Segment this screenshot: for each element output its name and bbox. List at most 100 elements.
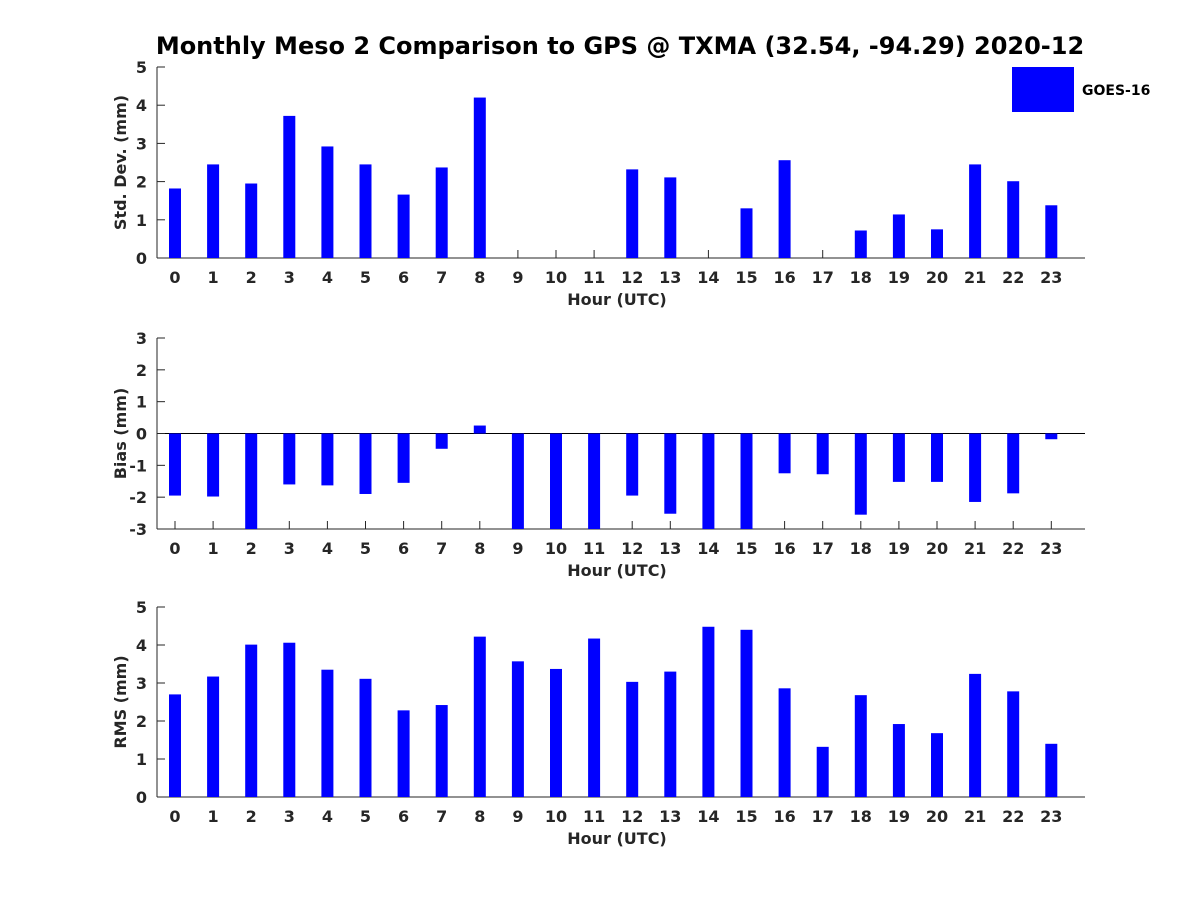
rms-x-axis-label: Hour (UTC) bbox=[567, 829, 667, 848]
rms-x-tick-label: 22 bbox=[1002, 807, 1024, 826]
rms-bar-hour-16 bbox=[778, 688, 791, 797]
std-dev-bar-hour-21 bbox=[969, 164, 982, 258]
rms-x-tick-label: 12 bbox=[621, 807, 643, 826]
bias-bar-hour-2 bbox=[245, 433, 258, 529]
rms-x-tick-label: 10 bbox=[545, 807, 567, 826]
bias-bar-hour-6 bbox=[397, 433, 410, 483]
rms-bar-hour-13 bbox=[664, 671, 677, 797]
std-dev-x-tick-label: 10 bbox=[545, 268, 567, 287]
bias-y-tick-label: 1 bbox=[136, 393, 147, 412]
std-dev-bar-hour-13 bbox=[664, 177, 677, 258]
rms-x-tick-label: 5 bbox=[360, 807, 371, 826]
bias-bar-hour-4 bbox=[321, 433, 334, 486]
std-dev-x-tick-label: 13 bbox=[659, 268, 681, 287]
std-dev-bar-hour-20 bbox=[931, 229, 943, 258]
rms-y-tick-label: 3 bbox=[136, 674, 147, 693]
rms-y-tick-label: 2 bbox=[136, 712, 147, 731]
rms-x-tick-label: 16 bbox=[773, 807, 795, 826]
std-dev-bar-hour-18 bbox=[854, 230, 867, 258]
rms-y-axis-label: RMS (mm) bbox=[111, 655, 130, 748]
std-dev-x-tick-label: 9 bbox=[512, 268, 523, 287]
rms-x-tick-label: 6 bbox=[398, 807, 409, 826]
rms-x-tick-label: 1 bbox=[208, 807, 219, 826]
std-dev-x-tick-label: 3 bbox=[284, 268, 295, 287]
bias-x-tick-label: 8 bbox=[474, 539, 485, 558]
rms-y-tick-label: 0 bbox=[136, 788, 147, 807]
bias-x-tick-label: 14 bbox=[697, 539, 719, 558]
bias-x-tick-label: 16 bbox=[773, 539, 795, 558]
std-dev-x-axis-label: Hour (UTC) bbox=[567, 290, 667, 309]
rms-x-tick-label: 8 bbox=[474, 807, 485, 826]
bias-x-tick-label: 9 bbox=[512, 539, 523, 558]
bias-bar-hour-14 bbox=[702, 433, 715, 529]
std-dev-x-tick-label: 18 bbox=[850, 268, 872, 287]
bias-y-axis-label: Bias (mm) bbox=[111, 388, 130, 480]
std-dev-bar-hour-5 bbox=[359, 164, 372, 258]
rms-bar-hour-3 bbox=[283, 642, 296, 797]
rms-y-tick-label: 4 bbox=[136, 636, 147, 655]
rms-bar-hour-12 bbox=[626, 681, 639, 797]
rms-x-tick-label: 19 bbox=[888, 807, 910, 826]
rms-bar-hour-7 bbox=[435, 705, 448, 797]
std-dev-x-tick-label: 22 bbox=[1002, 268, 1024, 287]
std-dev-bar-hour-0 bbox=[169, 188, 181, 258]
std-dev-x-tick-label: 4 bbox=[322, 268, 333, 287]
std-dev-bar-hour-22 bbox=[1007, 181, 1020, 258]
bias-bar-hour-3 bbox=[283, 433, 296, 485]
bias-y-tick-label: -2 bbox=[129, 488, 147, 507]
rms-y-tick-label: 1 bbox=[136, 750, 147, 769]
bias-bar-hour-11 bbox=[588, 433, 601, 529]
rms-x-tick-label: 15 bbox=[735, 807, 757, 826]
bias-x-tick-label: 21 bbox=[964, 539, 986, 558]
std-dev-x-tick-label: 12 bbox=[621, 268, 643, 287]
bias-y-tick-label: 0 bbox=[136, 425, 147, 444]
bias-x-tick-label: 15 bbox=[735, 539, 757, 558]
rms-bar-hour-17 bbox=[816, 746, 829, 797]
std-dev-x-tick-label: 15 bbox=[735, 268, 757, 287]
std-dev-x-tick-label: 8 bbox=[474, 268, 485, 287]
bias-bar-hour-13 bbox=[664, 433, 677, 514]
std-dev-y-tick-label: 2 bbox=[136, 173, 147, 192]
bias-bar-hour-21 bbox=[969, 433, 982, 502]
std-dev-x-tick-label: 7 bbox=[436, 268, 447, 287]
rms-x-tick-label: 2 bbox=[246, 807, 257, 826]
rms-x-tick-label: 0 bbox=[169, 807, 180, 826]
rms-bar-hour-0 bbox=[169, 694, 181, 797]
rms-bar-hour-11 bbox=[588, 638, 601, 797]
rms-y-tick-label: 5 bbox=[136, 598, 147, 617]
bias-x-tick-label: 6 bbox=[398, 539, 409, 558]
bias-x-tick-label: 3 bbox=[284, 539, 295, 558]
bias-x-tick-label: 17 bbox=[812, 539, 834, 558]
std-dev-x-tick-label: 20 bbox=[926, 268, 948, 287]
rms-x-tick-label: 7 bbox=[436, 807, 447, 826]
rms-bar-hour-1 bbox=[207, 676, 220, 797]
bias-x-tick-label: 4 bbox=[322, 539, 333, 558]
bias-bar-hour-19 bbox=[892, 433, 905, 482]
std-dev-x-tick-label: 5 bbox=[360, 268, 371, 287]
bias-bar-hour-16 bbox=[778, 433, 791, 474]
std-dev-y-tick-label: 4 bbox=[136, 96, 147, 115]
rms-x-tick-label: 18 bbox=[850, 807, 872, 826]
rms-bar-hour-8 bbox=[473, 636, 486, 797]
std-dev-bar-hour-3 bbox=[283, 115, 296, 259]
std-dev-x-tick-label: 14 bbox=[697, 268, 719, 287]
rms-x-tick-label: 11 bbox=[583, 807, 605, 826]
bias-x-tick-label: 13 bbox=[659, 539, 681, 558]
bias-x-tick-label: 18 bbox=[850, 539, 872, 558]
rms-bar-hour-5 bbox=[359, 678, 372, 797]
std-dev-x-tick-label: 11 bbox=[583, 268, 605, 287]
std-dev-y-tick-label: 5 bbox=[136, 58, 147, 77]
std-dev-bar-hour-6 bbox=[397, 194, 410, 258]
std-dev-bar-hour-1 bbox=[207, 164, 220, 258]
bias-bar-hour-12 bbox=[626, 433, 639, 496]
bias-x-tick-label: 1 bbox=[208, 539, 219, 558]
rms-bar-hour-6 bbox=[397, 710, 410, 797]
bias-x-tick-label: 12 bbox=[621, 539, 643, 558]
bias-bar-hour-9 bbox=[511, 433, 524, 529]
bias-bar-hour-7 bbox=[435, 433, 448, 449]
rms-bar-hour-22 bbox=[1007, 691, 1020, 797]
rms-bar-hour-21 bbox=[969, 673, 982, 797]
